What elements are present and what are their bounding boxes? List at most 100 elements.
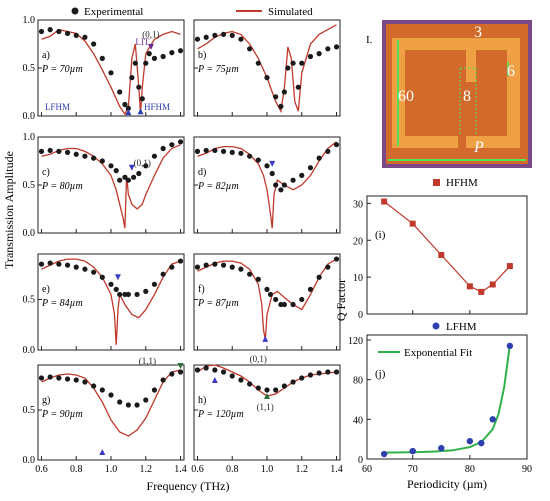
experimental-point bbox=[255, 60, 261, 66]
legend-lfhm-label: LFHM bbox=[446, 321, 477, 333]
y-tick-label: 40 bbox=[353, 415, 363, 426]
experimental-point bbox=[125, 105, 131, 111]
panel-label: c) bbox=[42, 167, 50, 178]
experimental-point bbox=[160, 271, 166, 277]
experimental-point bbox=[91, 383, 97, 389]
experimental-point bbox=[177, 369, 184, 375]
experimental-point bbox=[273, 387, 279, 393]
x-tick-label: 0.6 bbox=[35, 464, 48, 475]
lfhm-point bbox=[409, 447, 416, 455]
x-tick-label: 0.6 bbox=[191, 464, 204, 475]
legend-hfhm-marker bbox=[433, 179, 440, 186]
mode-marker bbox=[137, 108, 144, 115]
legend-fit-label: Exponential Fit bbox=[404, 347, 472, 359]
panel-frame bbox=[366, 195, 528, 315]
experimental-point bbox=[160, 145, 166, 152]
mode-marker bbox=[147, 43, 154, 50]
experimental-point bbox=[143, 288, 149, 294]
y-tick-label: 0.5 bbox=[23, 294, 36, 305]
experimental-point bbox=[229, 373, 235, 379]
experimental-point bbox=[64, 376, 71, 382]
y-tick-label: 0.0 bbox=[23, 455, 36, 466]
experimental-point bbox=[333, 142, 340, 148]
annotation-LIT: LIT bbox=[135, 37, 149, 47]
lfhm-point bbox=[466, 437, 474, 445]
experimental-point bbox=[307, 286, 314, 292]
spectrum-panel-1: b) P = 75µm bbox=[193, 19, 341, 117]
y-tick-label: 120 bbox=[348, 336, 363, 347]
experimental-point bbox=[99, 55, 105, 62]
lfhm-point bbox=[438, 444, 445, 452]
experimental-point bbox=[203, 365, 209, 371]
experimental-point bbox=[38, 148, 45, 154]
panel-label: g) bbox=[42, 395, 50, 406]
experimental-point bbox=[99, 387, 105, 393]
q-y-axis-label: Q Factor bbox=[334, 279, 348, 321]
experimental-point bbox=[212, 261, 218, 267]
panel-periodicity: P = 82µm bbox=[197, 181, 239, 192]
inset-dim-8: 8 bbox=[463, 88, 471, 105]
experimental-point bbox=[290, 379, 296, 385]
experimental-point bbox=[273, 182, 279, 188]
mode-marker bbox=[211, 377, 218, 383]
experimental-point bbox=[73, 377, 79, 383]
experimental-point bbox=[64, 30, 71, 37]
panel-periodicity: P = 80µm bbox=[41, 181, 83, 192]
lfhm-point bbox=[478, 439, 485, 447]
legend-experimental-label: Experimental bbox=[84, 6, 143, 18]
experimental-point bbox=[82, 34, 88, 40]
legend-lfhm-marker bbox=[432, 322, 440, 330]
experimental-point bbox=[325, 148, 331, 154]
mode-marker bbox=[269, 160, 276, 167]
x-tick-label: 1.2 bbox=[140, 464, 153, 475]
inset-dim-3: 3 bbox=[474, 24, 482, 41]
annotation-11: (1,1) bbox=[257, 402, 274, 412]
experimental-point bbox=[64, 262, 71, 268]
experimental-point bbox=[269, 170, 275, 177]
experimental-point bbox=[99, 158, 105, 164]
experimental-point bbox=[117, 89, 123, 95]
experimental-point bbox=[333, 369, 340, 375]
experimental-point bbox=[220, 31, 227, 37]
experimental-point bbox=[325, 46, 331, 52]
mode-marker bbox=[128, 164, 135, 171]
inset-dim-p: P bbox=[473, 139, 484, 156]
mode-marker bbox=[177, 363, 184, 369]
experimental-point bbox=[56, 375, 62, 381]
experimental-point bbox=[169, 371, 175, 377]
experimental-point bbox=[264, 75, 270, 81]
y-tick-label: 0 bbox=[358, 455, 363, 466]
experimental-point bbox=[136, 170, 142, 177]
mode-marker bbox=[125, 109, 132, 116]
experimental-point bbox=[125, 402, 131, 408]
experimental-point bbox=[247, 46, 253, 52]
panel-label: e) bbox=[42, 284, 50, 295]
y-tick-label: 0.5 bbox=[23, 180, 36, 191]
experimental-point bbox=[151, 153, 158, 159]
x-axis-label: Frequency (THz) bbox=[147, 479, 230, 493]
y-tick-label: 0.5 bbox=[23, 63, 36, 74]
experimental-point bbox=[278, 103, 284, 109]
experimental-point bbox=[290, 177, 296, 183]
hfhm-point bbox=[506, 263, 513, 270]
experimental-point bbox=[273, 94, 279, 100]
experimental-point bbox=[299, 375, 305, 381]
experimental-point bbox=[56, 261, 62, 267]
experimental-point bbox=[238, 266, 244, 272]
annotation-11: (1,1) bbox=[139, 356, 156, 366]
experimental-point bbox=[151, 387, 158, 393]
hfhm-point bbox=[438, 252, 445, 258]
experimental-point bbox=[247, 381, 253, 387]
experimental-point bbox=[113, 168, 119, 174]
experimental-point bbox=[255, 157, 261, 163]
spectrum-panel-6: 0.6 0.8 1.0 1.2 1.4 0.0 0.5 g) P = 90µm (1,1) bbox=[23, 356, 187, 475]
mode-marker bbox=[114, 274, 121, 281]
panel-periodicity: P = 120µm bbox=[197, 409, 244, 420]
experimental-point bbox=[151, 55, 158, 62]
experimental-point bbox=[194, 148, 201, 154]
experimental-point bbox=[139, 96, 145, 102]
experimental-point bbox=[299, 296, 305, 303]
lfhm-point bbox=[506, 342, 514, 350]
experimental-point bbox=[108, 392, 114, 398]
experimental-point bbox=[129, 75, 135, 81]
